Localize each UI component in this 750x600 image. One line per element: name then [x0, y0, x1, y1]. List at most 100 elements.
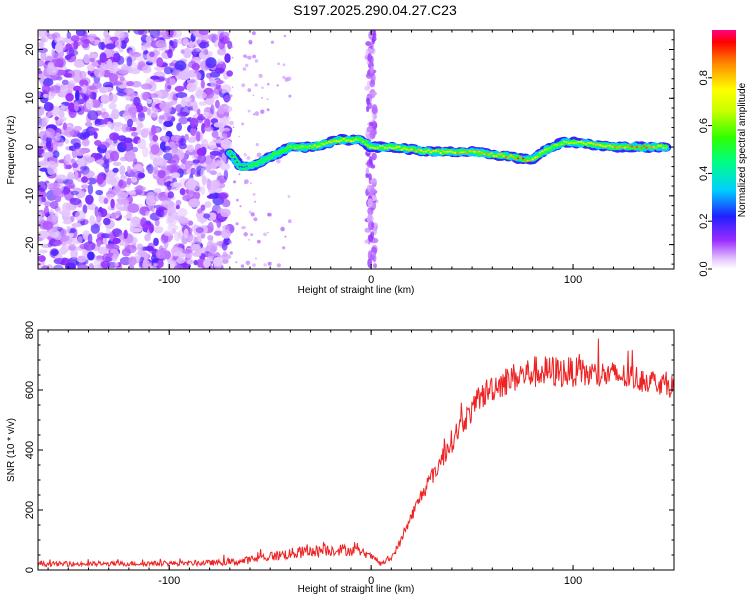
noise-speckle [253, 217, 258, 222]
noise-speckle [110, 212, 117, 219]
noise-speckle [155, 127, 161, 133]
noise-speckle [51, 212, 59, 223]
ridge-mark [369, 146, 372, 149]
noise-speckle [149, 51, 155, 58]
noise-speckle [203, 111, 210, 117]
noise-speckle [93, 67, 105, 78]
noise-speckle [276, 263, 281, 268]
noise-speckle [260, 109, 265, 114]
noise-speckle [250, 212, 255, 217]
ridge-mark [473, 150, 476, 153]
noise-speckle [89, 127, 99, 132]
noise-speckle [206, 194, 216, 199]
noise-speckle [153, 237, 159, 247]
noise-speckle [174, 60, 187, 71]
noise-speckle [188, 41, 195, 48]
noise-speckle [67, 174, 76, 180]
colorbar: 0.0 0.2 0.4 0.6 0.8 Normalized spectral ampl… [698, 30, 748, 277]
noise-speckle [80, 184, 89, 189]
snr-y-tick-label: 600 [24, 381, 36, 399]
spectrogram-y-tick-label: 20 [24, 43, 36, 55]
ridge-mark [567, 142, 571, 145]
noise-speckle [164, 81, 172, 93]
noise-speckle [255, 143, 259, 147]
noise-speckle [78, 70, 87, 79]
snr-x-tick-label: -100 [158, 575, 180, 587]
noise-speckle [366, 97, 370, 106]
noise-speckle [68, 231, 74, 238]
snr-x-label: Height of straight line (km) [298, 584, 415, 595]
noise-speckle [205, 57, 217, 69]
noise-speckle [229, 120, 234, 126]
ridge-mark [659, 144, 663, 147]
noise-speckle [38, 90, 41, 98]
ridge-mark [232, 155, 238, 160]
noise-speckle [126, 56, 133, 67]
noise-speckle [42, 264, 48, 269]
noise-speckle [38, 255, 46, 262]
ridge-mark [388, 146, 391, 149]
noise-speckle [105, 173, 116, 185]
noise-speckle [160, 233, 169, 244]
ridge-mark [407, 149, 411, 152]
noise-speckle [179, 137, 185, 143]
noise-speckle [40, 197, 47, 203]
ridge-mark [303, 145, 307, 148]
ridge-mark [536, 155, 539, 158]
noise-speckle [257, 239, 261, 244]
ridge-mark [541, 150, 544, 153]
noise-speckle [70, 248, 78, 260]
noise-speckle [95, 118, 106, 125]
noise-speckle [47, 109, 52, 117]
noise-speckle [149, 30, 161, 39]
noise-speckle [138, 112, 146, 122]
noise-speckle [227, 40, 233, 50]
noise-speckle [209, 71, 221, 78]
noise-speckle [220, 229, 231, 239]
noise-speckle [217, 193, 228, 200]
noise-speckle [198, 30, 209, 36]
ridge-mark [652, 146, 655, 149]
ridge-mark [257, 162, 261, 165]
noise-speckle [219, 31, 230, 38]
noise-speckle [245, 260, 251, 266]
ridge-mark [589, 142, 592, 145]
noise-speckle [162, 135, 170, 141]
ridge-mark [487, 153, 491, 156]
noise-speckle [73, 101, 80, 112]
noise-speckle [64, 126, 75, 138]
noise-speckle [58, 110, 65, 118]
ridge-mark [415, 150, 418, 153]
noise-speckle [207, 221, 214, 233]
noise-speckle [148, 223, 154, 234]
noise-speckle [174, 247, 184, 253]
noise-speckle [244, 179, 249, 185]
ridge-mark [344, 139, 348, 142]
ridge-mark [376, 147, 379, 150]
noise-speckle [39, 190, 47, 199]
noise-speckle [365, 173, 370, 178]
ridge-mark [240, 165, 244, 168]
colorbar-tick-label: 0.2 [698, 214, 710, 229]
ridge-mark [550, 146, 554, 148]
noise-speckle [173, 181, 178, 187]
noise-speckle [38, 198, 43, 206]
noise-speckle [252, 263, 256, 267]
noise-speckle [267, 82, 270, 86]
noise-speckle [51, 52, 60, 59]
noise-speckle [267, 231, 269, 234]
noise-speckle [79, 79, 89, 88]
ridge-mark [560, 143, 563, 146]
noise-speckle [55, 132, 61, 142]
noise-speckle [183, 47, 192, 59]
ridge-mark [611, 146, 614, 148]
noise-speckle [52, 187, 62, 197]
colorbar-gradient [712, 30, 736, 269]
noise-speckle [178, 116, 189, 125]
noise-speckle [113, 81, 123, 86]
noise-speckle [50, 90, 57, 97]
noise-speckle [176, 257, 186, 264]
noise-speckle [288, 94, 292, 98]
ridge-mark [286, 147, 290, 150]
noise-speckle [112, 167, 119, 173]
